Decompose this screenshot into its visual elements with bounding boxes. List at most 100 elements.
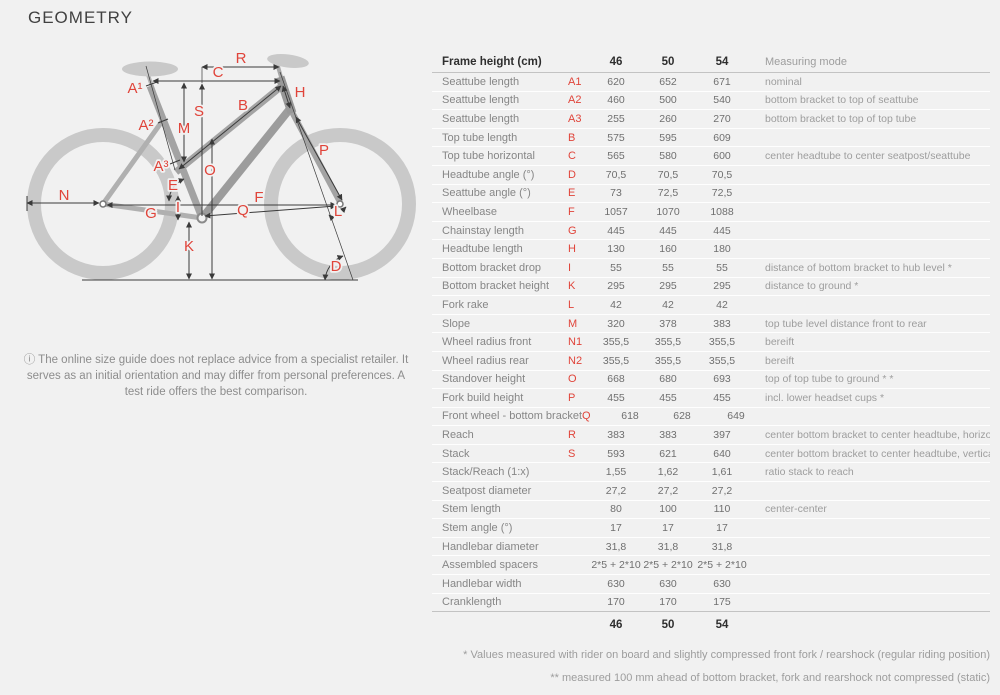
table-row: Seattube length A1 620 652 671 nominal xyxy=(432,73,990,92)
row-code: I xyxy=(568,261,572,274)
row-value-46: 593 xyxy=(607,447,625,460)
row-code: N1 xyxy=(568,336,583,349)
row-value-54: 397 xyxy=(713,429,731,442)
row-value-54: 1088 xyxy=(710,205,734,218)
row-value-50: 595 xyxy=(659,131,677,144)
row-label: Seattube length xyxy=(442,94,520,107)
geometry-table-body: Seattube length A1 620 652 671 nominal S… xyxy=(432,73,990,613)
size-46-footer: 46 xyxy=(609,619,623,632)
row-label: Headtube angle (°) xyxy=(442,168,535,181)
label-n: N xyxy=(59,187,70,204)
row-value-54: 649 xyxy=(727,410,745,423)
row-value-50: 42 xyxy=(662,298,674,311)
size-50-header: 50 xyxy=(661,56,675,68)
row-code: E xyxy=(568,187,576,200)
row-value-46: 630 xyxy=(607,577,625,590)
table-footer-row: 46 50 54 xyxy=(432,613,990,637)
row-label: Stack xyxy=(442,447,470,460)
seat-axis-line xyxy=(145,65,176,171)
row-measuring-mode: top of top tube to ground * * xyxy=(765,373,894,386)
footnote-2: ** measured 100 mm ahead of bottom brack… xyxy=(550,672,990,684)
row-value-46: 295 xyxy=(607,280,625,293)
table-row: Wheel radius rear N2 355,5 355,5 355,5 b… xyxy=(432,352,990,371)
row-value-46: 445 xyxy=(607,224,625,237)
row-value-54: 1,61 xyxy=(711,466,733,479)
label-d: D xyxy=(331,258,342,275)
row-code: R xyxy=(568,429,576,442)
row-value-46: 27,2 xyxy=(605,484,627,497)
table-row: Stem length 80 100 110 center-center xyxy=(432,501,990,520)
row-value-46: 17 xyxy=(610,522,622,535)
row-label: Bottom bracket drop xyxy=(442,261,542,274)
row-measuring-mode: center-center xyxy=(765,503,827,516)
row-code: Q xyxy=(582,410,591,423)
row-value-54: 72,5 xyxy=(711,187,733,200)
row-value-54: 693 xyxy=(713,373,731,386)
table-row: Stack/Reach (1:x) 1,55 1,62 1,61 ratio s… xyxy=(432,463,990,483)
measure-q-line xyxy=(204,203,337,219)
row-value-54: 630 xyxy=(713,577,731,590)
label-b: B xyxy=(238,97,248,114)
row-value-50: 621 xyxy=(659,447,677,460)
measure-l-arrow-left xyxy=(328,214,336,222)
table-row: Standover height O 668 680 693 top of to… xyxy=(432,371,990,390)
row-code: A3 xyxy=(568,112,582,125)
row-measuring-mode: incl. lower headset cups * xyxy=(765,391,885,404)
row-code: B xyxy=(568,131,576,144)
row-label: Slope xyxy=(442,317,471,330)
footnote-1: * Values measured with rider on board an… xyxy=(463,649,990,661)
table-row: Wheel radius front N1 355,5 355,5 355,5 … xyxy=(432,333,990,352)
table-row: Fork build height P 455 455 455 incl. lo… xyxy=(432,389,990,408)
size-46-header: 46 xyxy=(609,56,623,68)
row-value-54: 55 xyxy=(716,261,728,274)
row-value-46: 455 xyxy=(607,391,625,404)
row-value-54: 295 xyxy=(713,280,731,293)
table-row: Seatpost diameter 27,2 27,2 27,2 xyxy=(432,482,990,501)
row-value-50: 1,62 xyxy=(657,466,679,479)
table-row: Assembled spacers 2*5 + 2*10 2*5 + 2*10 … xyxy=(432,556,990,576)
row-measuring-mode: distance to ground * xyxy=(765,280,859,293)
row-value-50: 445 xyxy=(659,224,677,237)
row-measuring-mode: bereift xyxy=(765,336,795,349)
row-label: Stem angle (°) xyxy=(442,522,513,535)
row-value-46: 1,55 xyxy=(605,466,627,479)
table-header-row: Frame height (cm) 46 50 54 Measuring mod… xyxy=(432,52,990,73)
page-title: GEOMETRY xyxy=(28,8,133,27)
measurement-lines xyxy=(26,64,347,281)
label-g: G xyxy=(145,205,157,222)
row-measuring-mode: top tube level distance front to rear xyxy=(765,317,927,330)
table-row: Wheelbase F 1057 1070 1088 xyxy=(432,203,990,222)
table-row: Fork rake L 42 42 42 xyxy=(432,296,990,315)
table-row: Cranklength 170 170 175 xyxy=(432,594,990,613)
row-value-46: 575 xyxy=(607,131,625,144)
label-k: K xyxy=(184,238,194,255)
row-value-54: 671 xyxy=(713,75,731,88)
row-value-50: 2*5 + 2*10 xyxy=(643,559,693,572)
row-value-46: 73 xyxy=(610,187,622,200)
row-code: C xyxy=(568,150,576,163)
row-value-54: 2*5 + 2*10 xyxy=(697,559,747,572)
row-value-54: 355,5 xyxy=(708,354,736,367)
row-value-50: 680 xyxy=(659,373,677,386)
row-label: Assembled spacers xyxy=(442,559,538,572)
row-value-54: 110 xyxy=(713,503,731,516)
row-value-50: 72,5 xyxy=(657,187,679,200)
row-code: M xyxy=(568,317,578,330)
row-label: Wheel radius rear xyxy=(442,354,529,367)
size-50-footer: 50 xyxy=(661,619,675,632)
tick-a1 xyxy=(145,81,158,87)
row-code: A1 xyxy=(568,75,582,88)
row-label: Front wheel - bottom bracket xyxy=(442,410,583,423)
row-value-46: 618 xyxy=(621,410,639,423)
table-row: Reach R 383 383 397 center bottom bracke… xyxy=(432,426,990,445)
row-value-50: 31,8 xyxy=(657,540,679,553)
row-label: Fork rake xyxy=(442,298,489,311)
row-value-50: 27,2 xyxy=(657,484,679,497)
label-h: H xyxy=(295,84,306,101)
row-value-46: 355,5 xyxy=(602,354,630,367)
row-value-50: 160 xyxy=(659,243,677,256)
row-value-50: 260 xyxy=(659,112,677,125)
row-value-54: 540 xyxy=(713,94,731,107)
measure-d-arc xyxy=(322,255,344,281)
tick-a2 xyxy=(157,118,169,124)
